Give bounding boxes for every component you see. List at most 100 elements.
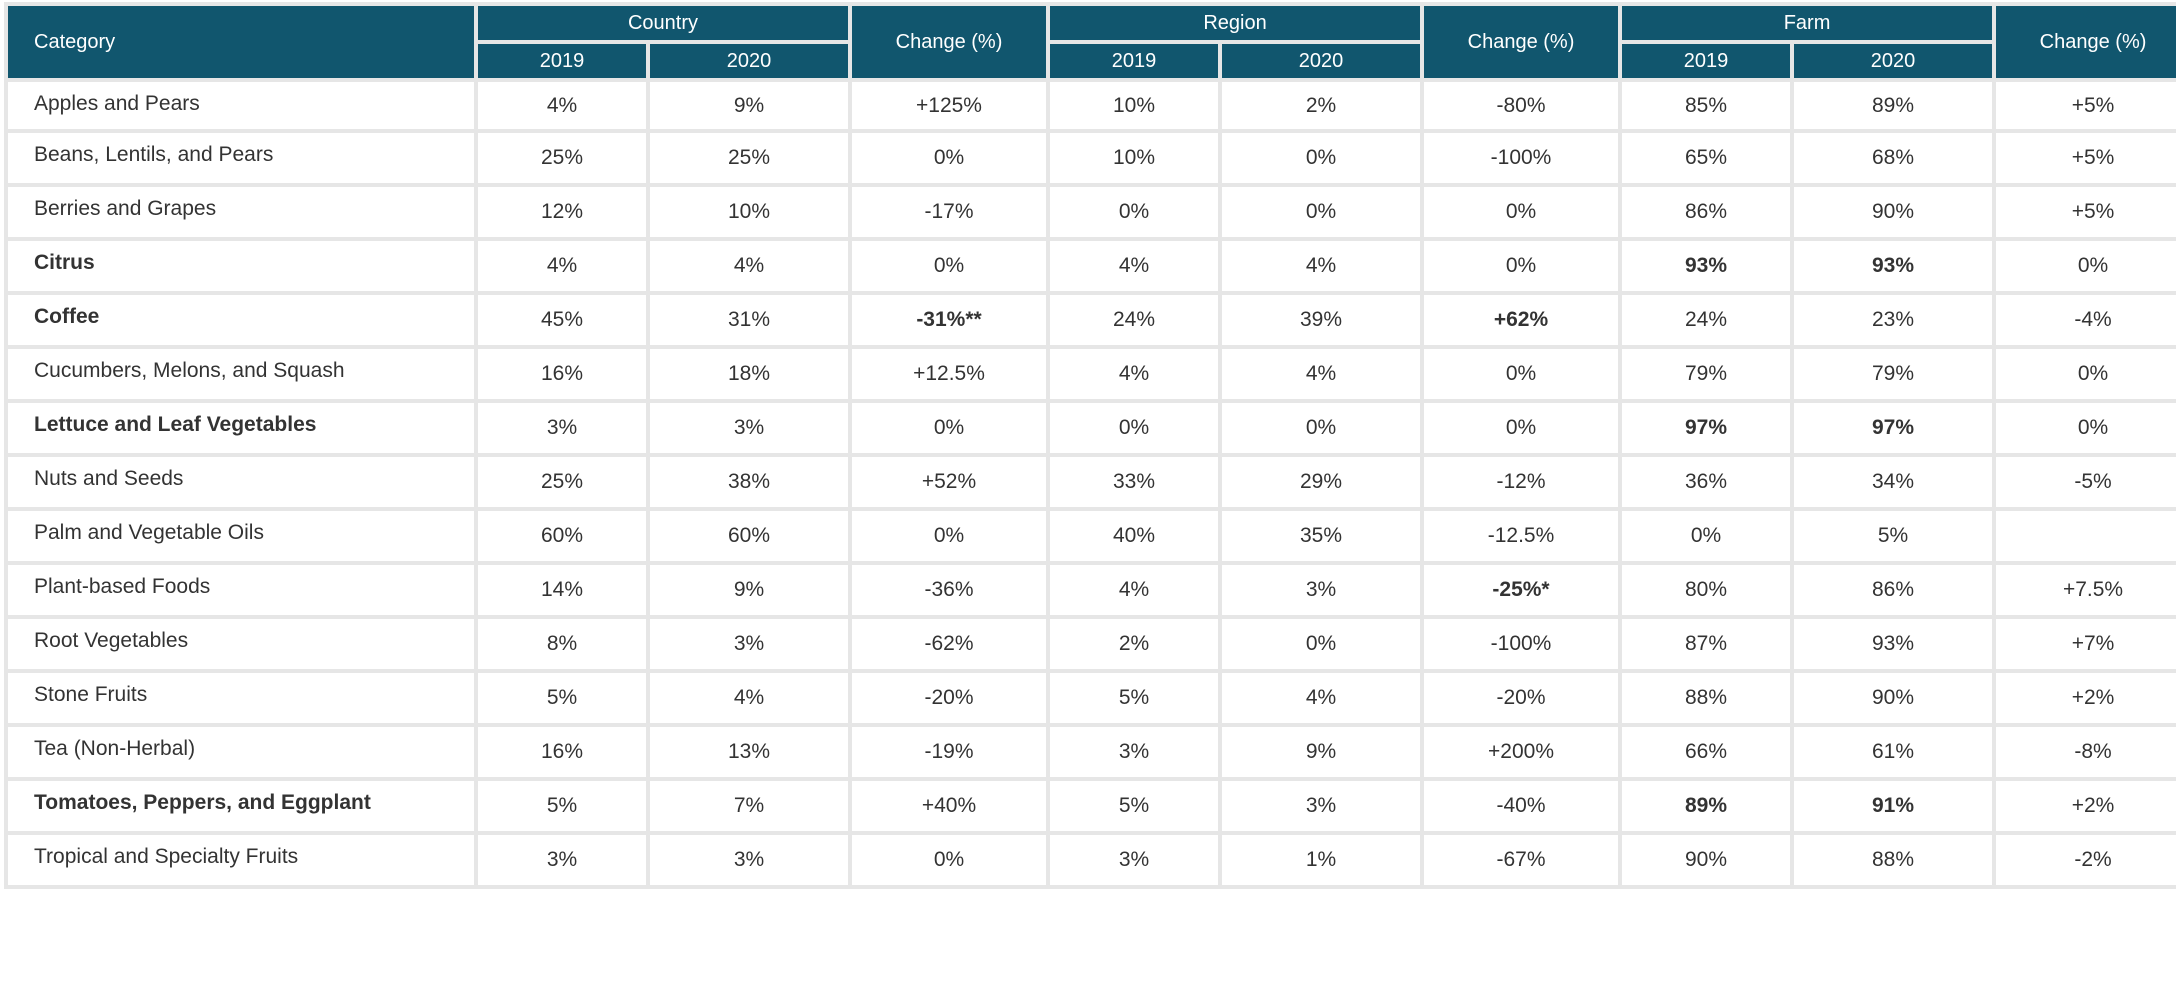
- cell-region-2020: 29%: [1222, 457, 1421, 507]
- cell-region-2020: 9%: [1222, 727, 1421, 777]
- cell-country-2020: 31%: [650, 295, 848, 345]
- cell-farm-change: +2%: [1996, 781, 2176, 831]
- cell-region-change: -12.5%: [1424, 511, 1619, 561]
- cell-farm-2019: 86%: [1622, 187, 1791, 237]
- table-row: Beans, Lentils, and Pears 25% 25% 0% 10% 0% -1…: [8, 133, 2176, 183]
- cell-country-change: 0%: [852, 241, 1046, 291]
- table-header: Category Country Change (%) Region Chang…: [8, 6, 2176, 78]
- cell-farm-2020: 5%: [1794, 511, 1993, 561]
- row-category: Stone Fruits: [8, 673, 474, 723]
- cell-farm-2020: 93%: [1794, 241, 1993, 291]
- row-category: Plant-based Foods: [8, 565, 474, 615]
- header-region-2019: 2019: [1050, 44, 1218, 78]
- cell-country-2019: 25%: [478, 457, 646, 507]
- cell-farm-change: -5%: [1996, 457, 2176, 507]
- cell-region-2019: 0%: [1050, 403, 1218, 453]
- cell-region-2019: 33%: [1050, 457, 1218, 507]
- cell-farm-2020: 23%: [1794, 295, 1993, 345]
- header-farm-change: Change (%): [1996, 6, 2176, 78]
- cell-region-2019: 4%: [1050, 565, 1218, 615]
- cell-farm-2019: 0%: [1622, 511, 1791, 561]
- cell-country-change: -19%: [852, 727, 1046, 777]
- cell-farm-change: 0%: [1996, 403, 2176, 453]
- cell-farm-2019: 88%: [1622, 673, 1791, 723]
- cell-farm-change: +5%: [1996, 82, 2176, 129]
- cell-region-change: -100%: [1424, 133, 1619, 183]
- cell-farm-2020: 90%: [1794, 673, 1993, 723]
- cell-country-change: -31%**: [852, 295, 1046, 345]
- cell-farm-2019: 85%: [1622, 82, 1791, 129]
- cell-farm-change: -2%: [1996, 835, 2176, 885]
- cell-farm-change: -8%: [1996, 727, 2176, 777]
- header-region-change: Change (%): [1424, 6, 1619, 78]
- cell-farm-2020: 89%: [1794, 82, 1993, 129]
- table-row: Berries and Grapes 12% 10% -17% 0% 0% 0% 86% 90%…: [8, 187, 2176, 237]
- cell-region-2019: 10%: [1050, 133, 1218, 183]
- header-country-2019: 2019: [478, 44, 646, 78]
- cell-farm-2019: 79%: [1622, 349, 1791, 399]
- cell-farm-2019: 66%: [1622, 727, 1791, 777]
- cell-country-change: 0%: [852, 403, 1046, 453]
- header-row-groups: Category Country Change (%) Region Chang…: [8, 6, 2176, 78]
- cell-country-2019: 16%: [478, 727, 646, 777]
- row-category: Coffee: [8, 295, 474, 345]
- cell-country-change: -36%: [852, 565, 1046, 615]
- cell-country-2020: 4%: [650, 241, 848, 291]
- cell-region-2020: 4%: [1222, 673, 1421, 723]
- cell-country-change: -17%: [852, 187, 1046, 237]
- cell-region-2020: 0%: [1222, 403, 1421, 453]
- cell-country-2020: 10%: [650, 187, 848, 237]
- cell-farm-change: +5%: [1996, 187, 2176, 237]
- cell-farm-2020: 86%: [1794, 565, 1993, 615]
- cell-country-2019: 5%: [478, 781, 646, 831]
- cell-region-change: 0%: [1424, 349, 1619, 399]
- row-category: Root Vegetables: [8, 619, 474, 669]
- cell-region-2019: 4%: [1050, 241, 1218, 291]
- cell-country-2019: 25%: [478, 133, 646, 183]
- cell-farm-2019: 87%: [1622, 619, 1791, 669]
- header-group-region: Region: [1050, 6, 1421, 40]
- table-row: Plant-based Foods 14% 9% -36% 4% 3% -25%* 80% 86…: [8, 565, 2176, 615]
- table-row: Nuts and Seeds 25% 38% +52% 33% 29% -12% 36% 34%…: [8, 457, 2176, 507]
- cell-farm-2019: 89%: [1622, 781, 1791, 831]
- cell-country-change: -62%: [852, 619, 1046, 669]
- row-category: Beans, Lentils, and Pears: [8, 133, 474, 183]
- cell-region-2019: 24%: [1050, 295, 1218, 345]
- cell-region-2020: 0%: [1222, 133, 1421, 183]
- cell-country-change: +12.5%: [852, 349, 1046, 399]
- cell-region-change: +62%: [1424, 295, 1619, 345]
- cell-region-2019: 0%: [1050, 187, 1218, 237]
- cell-country-2019: 8%: [478, 619, 646, 669]
- cell-region-change: -40%: [1424, 781, 1619, 831]
- table-row: Root Vegetables 8% 3% -62% 2% 0% -100% 87% 93% +7…: [8, 619, 2176, 669]
- cell-farm-change: +7%: [1996, 619, 2176, 669]
- cell-country-2020: 3%: [650, 835, 848, 885]
- header-farm-2020: 2020: [1794, 44, 1993, 78]
- row-category: Tomatoes, Peppers, and Eggplant: [8, 781, 474, 831]
- cell-country-2019: 3%: [478, 403, 646, 453]
- header-region-2020: 2020: [1222, 44, 1421, 78]
- header-group-country: Country: [478, 6, 848, 40]
- cell-farm-change: +7.5%: [1996, 565, 2176, 615]
- cell-region-change: -20%: [1424, 673, 1619, 723]
- cell-farm-2019: 97%: [1622, 403, 1791, 453]
- cell-country-2020: 3%: [650, 619, 848, 669]
- data-table: Category Country Change (%) Region Chang…: [4, 2, 2176, 889]
- cell-country-change: 0%: [852, 835, 1046, 885]
- cell-farm-change: +5%: [1996, 133, 2176, 183]
- cell-farm-2019: 65%: [1622, 133, 1791, 183]
- cell-farm-change: [1996, 511, 2176, 561]
- cell-country-change: +125%: [852, 82, 1046, 129]
- cell-farm-2020: 91%: [1794, 781, 1993, 831]
- row-category: Tropical and Specialty Fruits: [8, 835, 474, 885]
- cell-region-2020: 1%: [1222, 835, 1421, 885]
- cell-farm-2020: 90%: [1794, 187, 1993, 237]
- cell-region-change: -80%: [1424, 82, 1619, 129]
- row-category: Apples and Pears: [8, 82, 474, 129]
- header-country-2020: 2020: [650, 44, 848, 78]
- cell-region-2020: 0%: [1222, 187, 1421, 237]
- header-group-farm: Farm: [1622, 6, 1993, 40]
- cell-farm-2020: 34%: [1794, 457, 1993, 507]
- cell-country-2020: 25%: [650, 133, 848, 183]
- row-category: Citrus: [8, 241, 474, 291]
